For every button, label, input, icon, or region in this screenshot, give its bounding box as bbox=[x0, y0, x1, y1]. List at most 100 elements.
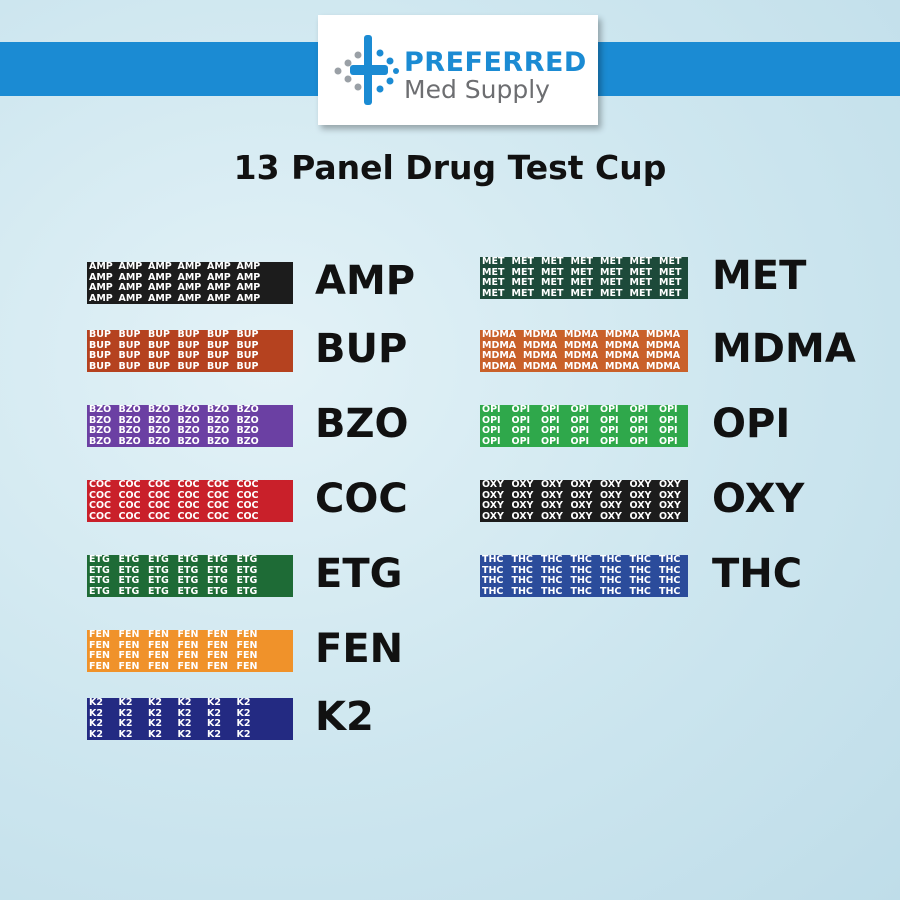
strip-text: FEN bbox=[177, 639, 199, 651]
strip-text: THC bbox=[659, 575, 681, 586]
strip-text: MDMA bbox=[646, 360, 681, 372]
strip-text: OPI bbox=[600, 435, 619, 447]
strip-text: MET bbox=[600, 266, 623, 278]
strip-text: ETG bbox=[118, 585, 140, 597]
panel-strip: COC COC COC COC COC COC COC COC COC COC COC COC COC C… bbox=[87, 480, 293, 522]
strip-text: K2 bbox=[236, 728, 251, 740]
panel-label: K2 bbox=[315, 694, 374, 740]
strip-text: K2 bbox=[236, 718, 251, 729]
strip-text: ETG bbox=[236, 555, 258, 565]
strip-text: K2 bbox=[118, 718, 133, 729]
strip-text: THC bbox=[511, 564, 533, 576]
strip-text: OXY bbox=[482, 489, 504, 501]
strip-text: OPI bbox=[541, 435, 560, 447]
strip-text: BZO bbox=[89, 405, 112, 415]
strip-text: OXY bbox=[511, 489, 534, 501]
strip-text: ETG bbox=[236, 585, 258, 597]
strip-text: BUP bbox=[89, 339, 111, 351]
strip-text: THC bbox=[541, 555, 563, 565]
logo-brand: PREFERRED bbox=[404, 47, 587, 78]
strip-text: MDMA bbox=[605, 339, 640, 351]
strip-text: MET bbox=[570, 257, 593, 267]
strip-text: K2 bbox=[236, 707, 251, 719]
strip-text: OXY bbox=[570, 489, 593, 501]
strip-text: ETG bbox=[177, 585, 199, 597]
strip-text: THC bbox=[659, 555, 681, 565]
strip-text: BZO bbox=[118, 414, 141, 426]
strip-text: OPI bbox=[541, 425, 560, 436]
strip-text: BZO bbox=[177, 435, 200, 447]
strip-text: THC bbox=[511, 575, 533, 586]
strip-text: OPI bbox=[600, 425, 619, 436]
strip-text: AMP bbox=[148, 282, 172, 293]
strip-text: MDMA bbox=[564, 339, 599, 351]
strip-text: BZO bbox=[177, 414, 200, 426]
strip-text: THC bbox=[570, 555, 592, 565]
strip-text: OXY bbox=[541, 500, 563, 511]
panel-strip: THC THC THC THC THC THC THC THC THC THC THC THC THC T… bbox=[480, 555, 688, 597]
strip-text: FEN bbox=[148, 660, 169, 672]
strip-text: MET bbox=[629, 287, 652, 299]
strip-text: THC bbox=[600, 585, 622, 597]
strip-text: BZO bbox=[236, 425, 259, 436]
strip-text: AMP bbox=[236, 282, 261, 293]
strip-text: OXY bbox=[541, 480, 563, 490]
strip-text: ETG bbox=[148, 575, 169, 586]
strip-text: OXY bbox=[629, 480, 652, 490]
strip-text: OPI bbox=[629, 435, 649, 447]
strip-text: COC bbox=[118, 510, 141, 522]
strip-text: COC bbox=[177, 480, 200, 490]
strip-text: ETG bbox=[207, 555, 228, 565]
strip-text: COC bbox=[207, 489, 230, 501]
strip-text: AMP bbox=[177, 282, 202, 293]
strip-text: MDMA bbox=[523, 330, 558, 340]
strip-text: MET bbox=[511, 266, 534, 278]
strip-text: MET bbox=[659, 266, 682, 278]
strip-text: BUP bbox=[177, 339, 200, 351]
strip-text: OPI bbox=[482, 435, 501, 447]
strip-text: COC bbox=[118, 480, 141, 490]
strip-text: AMP bbox=[148, 262, 172, 272]
strip-text: MDMA bbox=[482, 350, 517, 361]
strip-text: MET bbox=[570, 266, 593, 278]
strip-text: AMP bbox=[207, 282, 231, 293]
strip-text: THC bbox=[511, 585, 533, 597]
strip-text: OXY bbox=[600, 500, 622, 511]
panel-strip: K2 K2 K2 K2 K2 K2 K2 K2 K2 K2 K2 K2 K2 K2 K2 K2 K2 K2 K2 K2… bbox=[87, 698, 293, 740]
strip-text: OXY bbox=[570, 510, 593, 522]
strip-text: OPI bbox=[659, 425, 678, 436]
panel-label: THC bbox=[712, 551, 803, 597]
strip-text: MET bbox=[541, 277, 564, 288]
strip-text: MDMA bbox=[564, 360, 599, 372]
strip-text: AMP bbox=[89, 271, 113, 283]
strip-text: ETG bbox=[207, 564, 228, 576]
strip-text: AMP bbox=[177, 262, 202, 272]
strip-text: OPI bbox=[659, 414, 678, 426]
strip-text: K2 bbox=[148, 728, 162, 740]
strip-text: FEN bbox=[236, 660, 258, 672]
strip-text: ETG bbox=[207, 575, 228, 586]
strip-text: OXY bbox=[511, 510, 534, 522]
strip-text: MET bbox=[659, 277, 682, 288]
strip-text: COC bbox=[148, 510, 171, 522]
strip-text: COC bbox=[236, 480, 259, 490]
strip-text: BZO bbox=[236, 405, 259, 415]
strip-text: BUP bbox=[207, 360, 229, 372]
strip-text: MDMA bbox=[564, 350, 599, 361]
strip-text: MDMA bbox=[482, 360, 517, 372]
strip-text: THC bbox=[629, 575, 651, 586]
strip-text: BZO bbox=[89, 414, 112, 426]
strip-text: THC bbox=[511, 555, 533, 565]
strip-text: ETG bbox=[118, 555, 140, 565]
strip-text: COC bbox=[236, 489, 259, 501]
strip-text: MDMA bbox=[605, 330, 640, 340]
strip-text: BUP bbox=[177, 350, 200, 361]
strip-text: OXY bbox=[600, 510, 622, 522]
strip-text: THC bbox=[629, 555, 651, 565]
strip-text: OPI bbox=[482, 414, 501, 426]
strip-text: COC bbox=[148, 480, 171, 490]
strip-text: AMP bbox=[207, 271, 231, 283]
strip-text: FEN bbox=[207, 660, 228, 672]
strip-text: MET bbox=[629, 277, 652, 288]
strip-text: K2 bbox=[177, 698, 192, 708]
